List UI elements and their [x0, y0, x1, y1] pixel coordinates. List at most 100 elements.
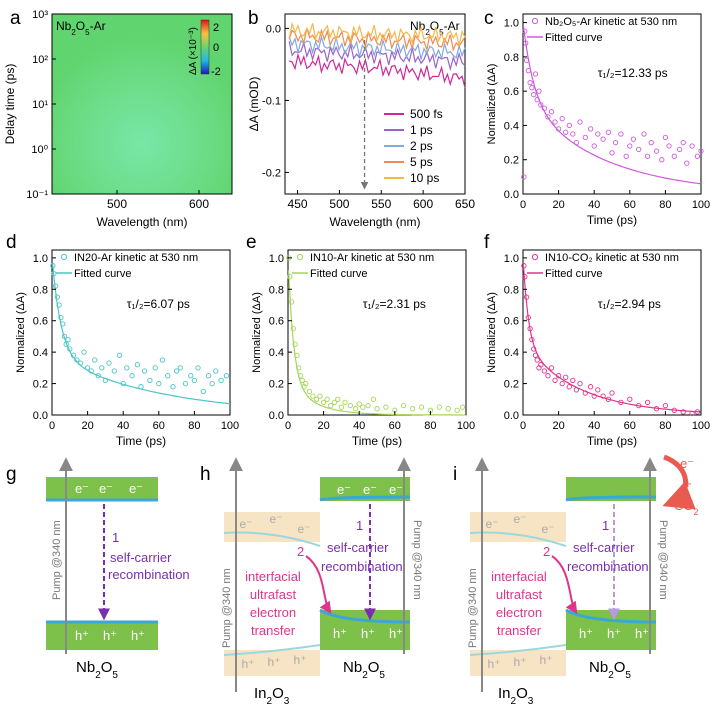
y-tick-label: 0.8: [504, 284, 519, 296]
y-tick-label: 0.0: [504, 189, 519, 201]
y-tick-label: 0.0: [33, 410, 48, 422]
heatmap-y-tick-label: 10⁻¹: [26, 189, 48, 201]
data-point: [532, 71, 539, 77]
data-point: [689, 143, 695, 149]
in2o3-electron-label: e⁻: [239, 517, 252, 531]
panel-e-kinetics: 0 20 40 60 80 100 0.0 0.2 0.4 0.6 0.8 1.0 Time (ps) N…: [251, 249, 475, 448]
spectra-axes: 450 500 550 600 650 0.0 -0.1 -0.2: [262, 23, 475, 211]
colorbar-tick-bottom: -2: [211, 66, 221, 78]
data-point: [129, 373, 135, 379]
spectra-legend: 500 fs 1 ps 2 ps 5 ps 10 ps: [384, 107, 443, 185]
in2o3-electron-label: e⁻: [485, 517, 498, 531]
colorbar-tick-mid: 0: [213, 42, 219, 54]
x-tick-label: 20: [81, 420, 93, 432]
spectra-y-tick-label: -0.1: [262, 95, 281, 107]
panel-c-kinetics: 0 20 40 60 80 100 0.0 0.2 0.4 0.6 0.8 1.0 Time (ps) N…: [486, 13, 710, 227]
x-tick-label: 0: [285, 420, 291, 432]
data-point: [577, 119, 583, 125]
data-point: [306, 388, 313, 395]
y-tick-label: 1.0: [33, 253, 48, 265]
legend-label: 1 ps: [410, 123, 433, 137]
step1-text-line2: recombination: [567, 559, 649, 574]
data-point: [287, 274, 293, 280]
data-point: [630, 136, 637, 142]
x-axis-label: Time (ps): [587, 213, 637, 227]
y-tick-label: 0.6: [504, 86, 519, 98]
data-point: [141, 368, 148, 374]
in2o3-electron-label: e⁻: [541, 522, 554, 536]
nb2o5-hole-label: h⁺: [361, 626, 375, 641]
data-point: [159, 357, 166, 363]
x-tick-label: 20: [552, 199, 564, 211]
x-axis-label: Time (ps): [352, 434, 402, 448]
spectrum-line: [288, 27, 466, 52]
data-point: [54, 294, 60, 300]
colorbar-title: ΔA (×10⁻³): [188, 27, 199, 75]
panel-letter-b: b: [248, 8, 259, 29]
spectra-y-tick-label: 0.0: [266, 23, 281, 35]
spectra-y-tick-label: -0.2: [262, 167, 281, 179]
material-label-left: In2O3: [254, 685, 290, 707]
data-point: [521, 174, 527, 180]
data-point: [124, 365, 130, 371]
data-point: [552, 377, 558, 384]
spectra-x-tick-label: 650: [455, 197, 475, 211]
data-point: [666, 143, 672, 149]
legend-label: Fitted curve: [545, 268, 602, 280]
half-life-annotation: τ₁/₂=2.94 ps: [598, 297, 661, 311]
legend-label: 2 ps: [410, 139, 433, 153]
spectra-frame: [284, 13, 466, 195]
data-point: [577, 380, 583, 387]
in2o3-hole-label: h⁺: [539, 653, 552, 667]
data-point: [582, 134, 588, 141]
data-point: [116, 352, 123, 358]
data-point: [65, 336, 71, 343]
data-point: [548, 109, 555, 115]
pump-label-right: Pump @340 nm: [657, 520, 669, 600]
data-point: [320, 399, 327, 406]
nb2o5-valence-band: [46, 622, 158, 650]
y-tick-label: 0.4: [504, 120, 519, 132]
data-point: [324, 396, 330, 402]
x-tick-label: 40: [117, 420, 129, 432]
step-text-line1: self-carrier: [110, 550, 172, 565]
data-point: [680, 139, 686, 146]
y-tick-label: 0.2: [504, 155, 519, 167]
co2-reduction-arrow: [662, 454, 696, 510]
x-tick-label: 100: [692, 199, 710, 211]
y-tick-label: 1.0: [269, 253, 284, 265]
y-tick-label: 0.2: [33, 379, 48, 391]
data-point: [328, 402, 334, 409]
legend-label: 500 fs: [410, 107, 443, 121]
data-point: [313, 396, 320, 402]
spectra-y-label: ΔA (mOD): [247, 77, 261, 132]
data-point: [531, 346, 537, 352]
spectrum-line: [288, 52, 466, 89]
x-tick-label: 40: [353, 420, 365, 432]
data-point: [292, 341, 298, 347]
data-point: [356, 401, 362, 407]
data-point: [182, 380, 189, 387]
data-point: [636, 146, 642, 153]
step1-number: 1: [602, 518, 609, 533]
x-tick-label: 60: [389, 420, 401, 432]
x-tick-label: 20: [552, 420, 564, 432]
x-tick-label: 60: [624, 199, 636, 211]
data-point: [536, 88, 542, 94]
spectra-lines: [288, 21, 466, 89]
data-point: [600, 136, 606, 142]
data-point: [310, 393, 316, 399]
data-point: [205, 373, 212, 379]
y-tick-label: 0.2: [269, 379, 284, 391]
data-point: [548, 365, 555, 371]
nb2o5-hole-label: h⁺: [389, 626, 403, 641]
data-point: [335, 396, 341, 402]
heatmap-x-tick-600: 600: [189, 197, 209, 211]
data-point: [527, 79, 533, 86]
data-point: [618, 131, 624, 137]
spectra-x-tick-label: 550: [371, 197, 391, 211]
data-point: [644, 153, 651, 159]
in2o3-vb-edge: [469, 644, 567, 656]
legend-marker: [531, 17, 539, 25]
